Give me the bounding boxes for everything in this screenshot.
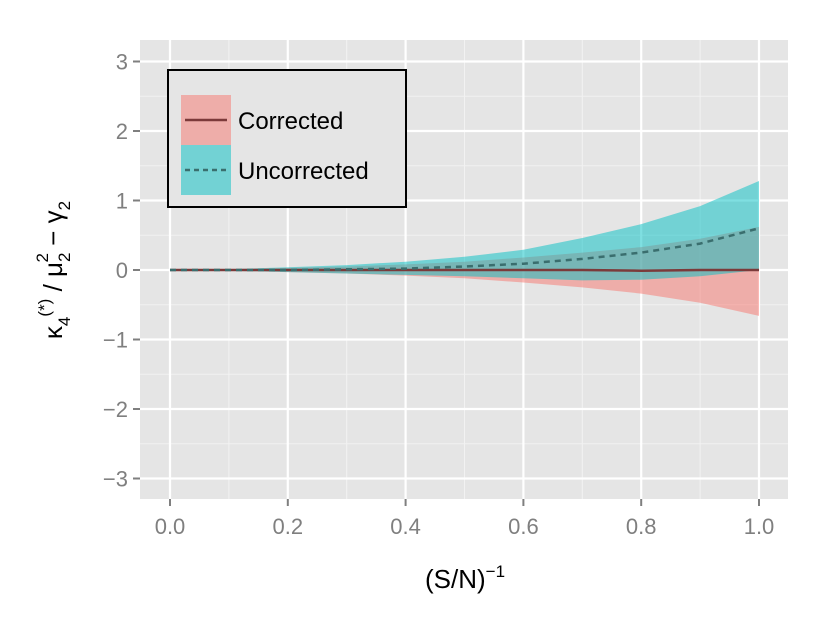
x-tick-label: 0.8 <box>626 514 657 539</box>
y-tick-label: 1 <box>116 189 128 214</box>
y-tick-label: −2 <box>103 397 128 422</box>
legend-label-corrected: Corrected <box>238 108 343 135</box>
x-tick-label: 1.0 <box>744 514 775 539</box>
y-tick-label: 0 <box>116 258 128 283</box>
legend-item-corrected: Corrected <box>181 95 343 145</box>
mean-line-corrected <box>170 268 759 272</box>
legend-label-uncorrected: Uncorrected <box>238 158 369 185</box>
x-tick-label: 0.6 <box>508 514 539 539</box>
axes: 0.0 0.2 0.4 0.6 0.8 1.0 3 2 1 0 −1 −2 −3 <box>103 50 774 540</box>
y-tick-label: −3 <box>103 467 128 492</box>
legend-item-uncorrected: Uncorrected <box>181 145 369 195</box>
y-tick-label: −1 <box>103 328 128 353</box>
y-tick-label: 2 <box>116 119 128 144</box>
legend: Corrected Uncorrected <box>167 69 407 208</box>
y-axis-title: κ4(*) / μ22 − γ2 <box>33 201 74 339</box>
series-layer <box>170 181 760 316</box>
x-tick-label: 0.4 <box>390 514 421 539</box>
x-tick-label: 0.0 <box>155 514 186 539</box>
x-tick-label: 0.2 <box>273 514 304 539</box>
y-tick-label: 3 <box>116 50 128 75</box>
x-axis-title: (S/N)−1 <box>425 562 505 594</box>
